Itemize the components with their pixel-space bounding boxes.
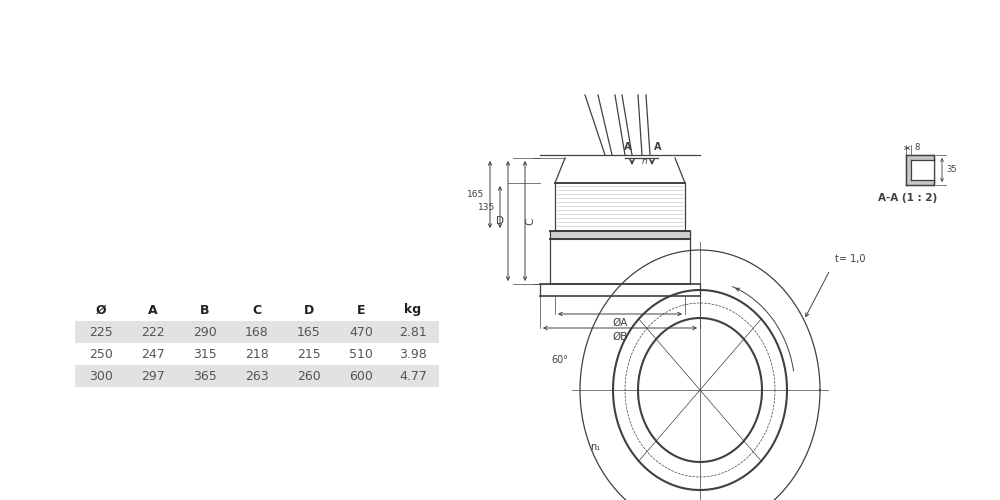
Text: 35: 35 [946, 166, 957, 174]
Text: 2.81: 2.81 [399, 326, 427, 338]
Bar [550, 231, 690, 239]
Text: A-A (1 : 2): A-A (1 : 2) [878, 193, 938, 203]
Bar [693, 295, 707, 311]
Text: 168: 168 [245, 326, 269, 338]
Text: kg: kg [404, 304, 422, 316]
Text: E: E [357, 304, 365, 316]
Text: n: n [642, 157, 648, 166]
Text: B: B [200, 304, 210, 316]
Text: A: A [624, 142, 632, 152]
Text: 165: 165 [467, 190, 484, 199]
Bar [75, 343, 439, 365]
Text: 165: 165 [297, 326, 321, 338]
Text: 365: 365 [193, 370, 217, 382]
Text: C: C [525, 218, 535, 224]
Text: 300: 300 [89, 370, 113, 382]
Bar [75, 365, 439, 387]
Text: 247: 247 [141, 348, 165, 360]
Text: 600: 600 [349, 370, 373, 382]
Text: t= 1,0: t= 1,0 [835, 254, 866, 264]
Bar [693, 469, 707, 485]
Text: n₁: n₁ [590, 442, 600, 452]
Text: 4.77: 4.77 [399, 370, 427, 382]
Text: 3.98: 3.98 [399, 348, 427, 360]
Bar [906, 155, 934, 185]
Text: 290: 290 [193, 326, 217, 338]
Text: 263: 263 [245, 370, 269, 382]
Text: D: D [496, 216, 504, 226]
Text: 222: 222 [141, 326, 165, 338]
Text: 218: 218 [245, 348, 269, 360]
Text: ØA: ØA [612, 318, 628, 328]
Bar [75, 321, 439, 343]
Text: 297: 297 [141, 370, 165, 382]
Text: D: D [304, 304, 314, 316]
Text: 260: 260 [297, 370, 321, 382]
Text: 470: 470 [349, 326, 373, 338]
Text: Ø: Ø [96, 304, 106, 316]
Text: 215: 215 [297, 348, 321, 360]
Text: 8: 8 [914, 144, 919, 152]
Text: 510: 510 [349, 348, 373, 360]
Text: C: C [252, 304, 262, 316]
Text: 135: 135 [478, 202, 495, 211]
Bar [911, 160, 934, 180]
Text: A: A [654, 142, 662, 152]
Bar [618, 382, 632, 398]
Text: 60°: 60° [551, 355, 568, 365]
Bar [768, 382, 782, 398]
Text: A: A [148, 304, 158, 316]
Text: 225: 225 [89, 326, 113, 338]
Text: ØB: ØB [612, 332, 628, 342]
Text: 315: 315 [193, 348, 217, 360]
Text: 250: 250 [89, 348, 113, 360]
